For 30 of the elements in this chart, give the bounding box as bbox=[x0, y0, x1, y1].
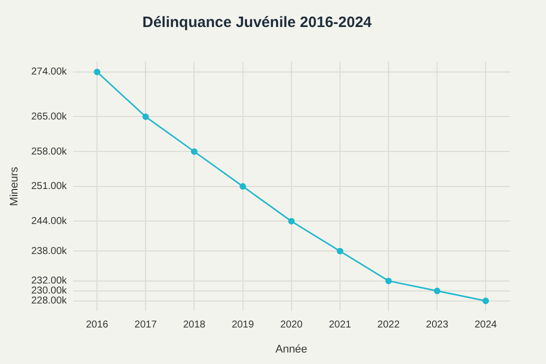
x-tick-label: 2021 bbox=[328, 320, 352, 331]
y-tick-label: 232.00k bbox=[31, 276, 68, 287]
x-tick-label: 2018 bbox=[183, 320, 206, 331]
x-tick-label: 2016 bbox=[86, 320, 109, 331]
y-tick-label: 251.00k bbox=[31, 181, 68, 192]
chart-title: Délinquance Juvénile 2016-2024 bbox=[142, 14, 372, 32]
x-tick-label: 2020 bbox=[280, 320, 303, 331]
point bbox=[190, 148, 198, 155]
x-tick-label: 2019 bbox=[232, 320, 254, 331]
point bbox=[482, 298, 489, 304]
y-tick-label: 265.00k bbox=[31, 111, 68, 122]
y-axis-title: Mineurs bbox=[8, 166, 21, 206]
y-tick-label: 228.00k bbox=[31, 296, 68, 307]
point bbox=[240, 183, 246, 190]
point bbox=[94, 68, 100, 76]
point bbox=[434, 288, 440, 294]
y-tick-label: 238.00k bbox=[31, 246, 68, 257]
x-tick-label: 2017 bbox=[134, 320, 158, 331]
x-tick-label: 2024 bbox=[474, 320, 498, 331]
y-tick-label: 244.00k bbox=[31, 216, 68, 227]
x-tick-label: 2023 bbox=[426, 320, 449, 331]
x-axis-title: Année bbox=[275, 343, 308, 356]
x-tick-label: 2022 bbox=[377, 320, 400, 331]
point bbox=[385, 278, 392, 284]
point bbox=[336, 248, 344, 254]
point bbox=[142, 113, 149, 120]
point bbox=[288, 218, 295, 224]
y-tick-label: 230.00k bbox=[31, 286, 68, 297]
y-tick-label: 274.00k bbox=[31, 66, 68, 78]
y-tick-label: 258.00k bbox=[31, 146, 68, 158]
